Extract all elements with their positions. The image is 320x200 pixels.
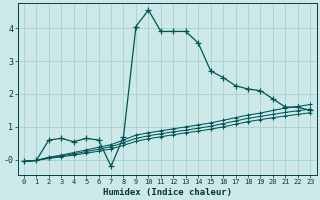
X-axis label: Humidex (Indice chaleur): Humidex (Indice chaleur)	[103, 188, 232, 197]
